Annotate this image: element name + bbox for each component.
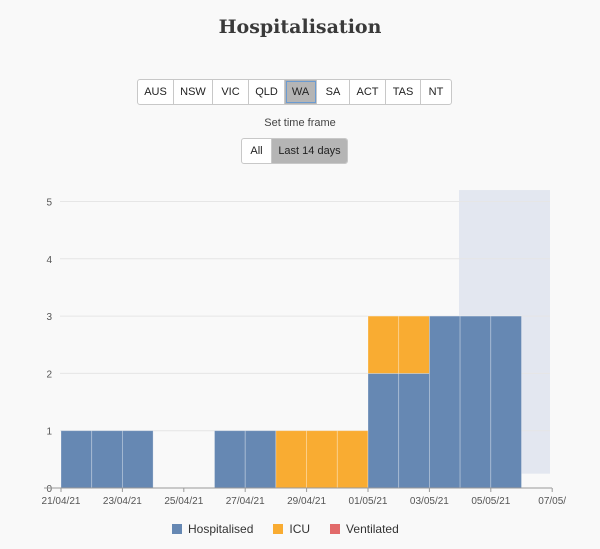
bar-icu-10 bbox=[367, 315, 400, 374]
y-tick-label-5: 5 bbox=[46, 198, 52, 209]
x-tick-label-0: 21/04/21 bbox=[42, 496, 81, 507]
state-button-nt[interactable]: NT bbox=[428, 86, 444, 98]
legend-swatch-ventilated bbox=[330, 524, 341, 534]
bar-hospitalised-1 bbox=[91, 430, 123, 489]
x-tick-label-8: 07/05/ bbox=[538, 496, 566, 507]
state-button-wa[interactable]: WA bbox=[285, 80, 317, 104]
bar-icu-8 bbox=[306, 430, 338, 489]
bar-hospitalised-5 bbox=[214, 430, 246, 489]
state-button-nsw[interactable]: NSW bbox=[174, 80, 213, 104]
legend-label-icu: ICU bbox=[289, 522, 311, 536]
bar-icu-9 bbox=[336, 430, 369, 489]
state-button-vic[interactable]: VIC bbox=[213, 80, 249, 104]
bar-hospitalised-0 bbox=[60, 430, 93, 489]
bar-icu-11 bbox=[398, 315, 430, 374]
x-tick-label-7: 05/05/21 bbox=[471, 496, 510, 507]
bar-hospitalised-10 bbox=[367, 372, 400, 489]
chart-legend: Hospitalised ICU Ventilated bbox=[172, 522, 399, 536]
x-tick-label-4: 29/04/21 bbox=[287, 496, 326, 507]
x-tick-label-1: 23/04/21 bbox=[103, 496, 142, 507]
bar-hospitalised-2 bbox=[122, 430, 154, 489]
chart-title: Hospitalisation bbox=[218, 16, 382, 38]
timeframe-label: Set time frame bbox=[264, 117, 336, 129]
legend-swatch-icu bbox=[273, 524, 284, 534]
y-tick-label-0: 0 bbox=[46, 484, 52, 495]
x-tick-label-5: 01/05/21 bbox=[349, 496, 388, 507]
bar-hospitalised-11 bbox=[398, 372, 430, 489]
bar-hospitalised-13 bbox=[459, 315, 492, 489]
legend-item-hospitalised[interactable]: Hospitalised bbox=[172, 522, 253, 536]
state-button-act[interactable]: ACT bbox=[350, 80, 386, 104]
y-tick-label-2: 2 bbox=[46, 369, 52, 380]
legend-label-hospitalised: Hospitalised bbox=[188, 522, 254, 536]
x-tick-label-6: 03/05/21 bbox=[410, 496, 449, 507]
state-button-qld[interactable]: QLD bbox=[249, 80, 285, 104]
y-tick-label-4: 4 bbox=[46, 255, 52, 266]
state-selector: AUS NSW VIC QLD WA SA ACT TAS NT bbox=[137, 79, 452, 105]
legend-item-ventilated[interactable]: Ventilated bbox=[330, 522, 399, 536]
legend-item-icu[interactable]: ICU bbox=[273, 522, 310, 536]
y-tick-label-1: 1 bbox=[46, 427, 52, 438]
y-tick-label-3: 3 bbox=[46, 312, 52, 323]
state-button-sa[interactable]: SA bbox=[317, 80, 350, 104]
legend-label-ventilated: Ventilated bbox=[346, 522, 399, 536]
state-button-tas[interactable]: TAS bbox=[386, 80, 421, 104]
bar-hospitalised-12 bbox=[428, 315, 461, 489]
timeframe-all-button[interactable]: All bbox=[242, 139, 272, 163]
bar-hospitalised-6 bbox=[244, 430, 277, 489]
x-tick-label-3: 27/04/21 bbox=[226, 496, 265, 507]
timeframe-selector: All Last 14 days bbox=[241, 138, 348, 164]
bar-icu-7 bbox=[275, 430, 307, 489]
timeframe-last14-button[interactable]: Last 14 days bbox=[272, 139, 347, 163]
legend-swatch-hospitalised bbox=[172, 524, 182, 534]
bar-hospitalised-14 bbox=[490, 315, 522, 489]
state-button-aus[interactable]: AUS bbox=[138, 80, 174, 104]
hospitalisation-chart: 0 1 2 3 4 5 21/04/21 23/04/21 25/04/21 27/04/21 29… bbox=[42, 190, 566, 507]
x-tick-label-2: 25/04/21 bbox=[164, 496, 203, 507]
